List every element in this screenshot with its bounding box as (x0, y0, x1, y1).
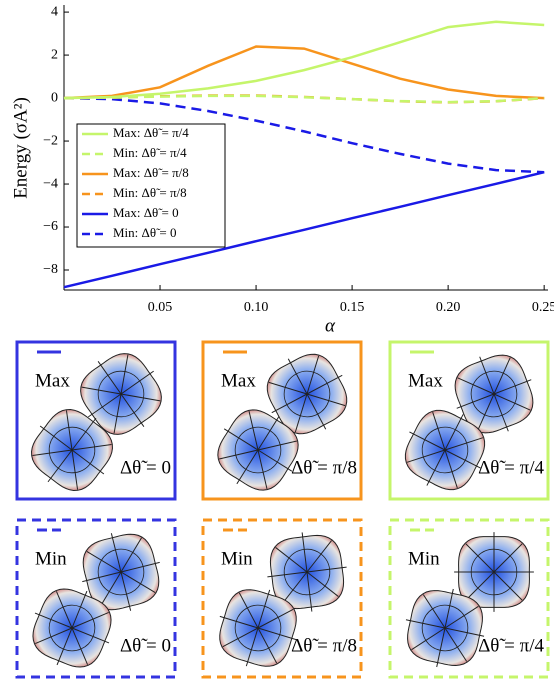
legend-label: Max: Δθ̃ = π/8 (113, 165, 189, 180)
y-tick-label: −6 (43, 219, 58, 234)
panel-delta: Δθ̃ = π/8 (291, 635, 357, 656)
panel-delta: Δθ̃ = π/8 (291, 457, 357, 478)
y-tick-label: −8 (43, 262, 58, 277)
legend-label: Max: Δθ̃ = 0 (113, 205, 179, 220)
y-tick-label: −2 (43, 133, 58, 148)
panel-label: Max (35, 370, 70, 391)
panel-label: Min (221, 548, 253, 569)
x-tick-label: 0.05 (148, 300, 173, 315)
x-tick-label: 0.25 (532, 300, 554, 315)
panel-label: Max (221, 370, 256, 391)
y-tick-label: −4 (43, 176, 58, 191)
panel-delta: Δθ̃ = 0 (120, 635, 171, 656)
series-line (64, 47, 544, 99)
figure: α Energy (σA²) −8 −6 −4 −2 0 2 4 0.05 0.10 0.15 0.… (0, 0, 554, 688)
y-tick-label: 4 (51, 4, 58, 19)
legend-label: Max: Δθ̃ = π/4 (113, 125, 189, 140)
panel-label: Min (408, 548, 440, 569)
x-tick-label: 0.10 (244, 300, 269, 315)
legend-label: Min: Δθ̃ = π/8 (113, 185, 187, 200)
panel-delta: Δθ̃ = π/4 (478, 635, 544, 656)
x-axis-label: α (325, 315, 336, 336)
y-axis-label: Energy (σA²) (10, 97, 31, 199)
series-line (64, 22, 544, 98)
panel-label: Min (35, 548, 67, 569)
x-tick-label: 0.15 (340, 300, 365, 315)
x-tick-label: 0.20 (436, 300, 461, 315)
panel-delta: Δθ̃ = π/4 (478, 457, 544, 478)
panel-label: Max (408, 370, 443, 391)
y-tick-label: 0 (51, 90, 58, 105)
panel-delta: Δθ̃ = 0 (120, 457, 171, 478)
y-tick-label: 2 (51, 47, 58, 62)
legend-label: Min: Δθ̃ = π/4 (113, 145, 187, 160)
legend-label: Min: Δθ̃ = 0 (113, 225, 176, 240)
